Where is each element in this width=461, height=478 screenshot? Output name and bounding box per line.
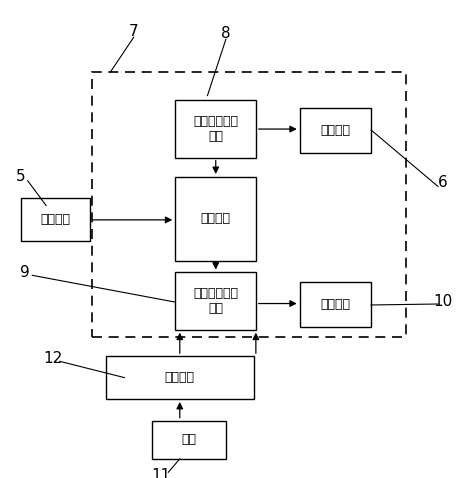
Bar: [175, 177, 256, 261]
Bar: [300, 108, 371, 153]
Text: 步进电机: 步进电机: [320, 298, 350, 311]
Text: 11: 11: [152, 468, 171, 478]
Bar: [300, 282, 371, 327]
Bar: [21, 198, 90, 241]
Text: 主控制器: 主控制器: [201, 212, 230, 225]
Text: 10: 10: [433, 293, 452, 309]
Bar: [175, 100, 256, 158]
Text: 电池: 电池: [182, 433, 196, 446]
Text: 7: 7: [129, 23, 138, 39]
Bar: [175, 272, 256, 330]
Text: 电源模块: 电源模块: [165, 371, 195, 384]
Text: 9: 9: [20, 265, 30, 280]
Text: 直流电机: 直流电机: [320, 124, 350, 137]
Text: 8: 8: [221, 26, 230, 41]
Bar: [92, 72, 406, 337]
Text: 5: 5: [16, 169, 25, 185]
Text: 红外模块: 红外模块: [40, 213, 71, 227]
Text: 步进电机驱动
模块: 步进电机驱动 模块: [193, 287, 238, 315]
Text: 6: 6: [437, 175, 448, 190]
Bar: [152, 421, 226, 459]
Text: 直流电机驱动
模块: 直流电机驱动 模块: [193, 115, 238, 143]
Bar: [106, 356, 254, 399]
Text: 12: 12: [43, 351, 63, 366]
